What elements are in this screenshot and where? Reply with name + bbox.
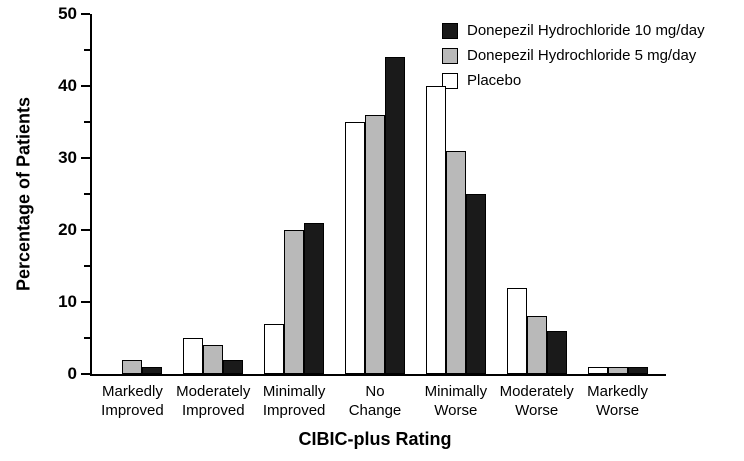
legend: Donepezil Hydrochloride 10 mg/day Donepez… <box>442 22 705 97</box>
y-tick-label: 40 <box>58 76 77 95</box>
y-axis-title: Percentage of Patients <box>13 96 34 292</box>
y-tick-label: 0 <box>67 364 77 383</box>
bar-placebo <box>183 338 204 374</box>
x-category-label: Minimally Worse <box>424 383 488 419</box>
bar-donepezil-hydrochloride-10-mg-day <box>142 366 163 374</box>
y-major-tick <box>81 373 90 375</box>
x-category-label: Minimally Improved <box>262 383 326 419</box>
bar-placebo <box>587 366 608 374</box>
bar-donepezil-hydrochloride-10-mg-day <box>546 330 567 374</box>
bar-donepezil-hydrochloride-10-mg-day <box>465 194 486 374</box>
legend-item: Donepezil Hydrochloride 10 mg/day <box>442 22 705 39</box>
x-category-label: Moderately Improved <box>176 383 251 419</box>
x-axis-line <box>90 374 666 376</box>
x-axis-title: CIBIC-plus Rating <box>298 429 452 449</box>
bar-donepezil-hydrochloride-10-mg-day <box>627 366 648 374</box>
legend-label: Placebo <box>467 72 522 89</box>
bar-donepezil-hydrochloride-10-mg-day <box>304 222 325 374</box>
bar-donepezil-hydrochloride-5-mg-day <box>526 316 547 374</box>
bar-donepezil-hydrochloride-5-mg-day <box>203 345 224 374</box>
y-minor-tick <box>84 265 90 267</box>
bar-placebo <box>506 287 527 374</box>
y-axis-line <box>90 14 92 376</box>
y-major-tick <box>81 85 90 87</box>
bar-donepezil-hydrochloride-10-mg-day <box>385 57 405 374</box>
y-tick-label: 30 <box>58 148 77 167</box>
y-minor-tick <box>84 49 90 51</box>
y-minor-tick <box>84 193 90 195</box>
y-tick-label: 10 <box>58 292 77 311</box>
y-minor-tick <box>84 337 90 339</box>
bar-donepezil-hydrochloride-5-mg-day <box>122 359 143 374</box>
x-category-label: No Change <box>348 383 402 419</box>
bar-placebo <box>425 86 446 374</box>
y-major-tick <box>81 157 90 159</box>
legend-item: Donepezil Hydrochloride 5 mg/day <box>442 47 705 64</box>
y-tick-label: 50 <box>58 4 77 23</box>
legend-swatch-icon <box>442 47 458 64</box>
x-category-label: Markedly Worse <box>587 383 648 419</box>
bar-placebo <box>264 323 285 374</box>
bar-placebo <box>345 122 365 374</box>
legend-swatch-icon <box>442 72 458 89</box>
x-category-label: Markedly Improved <box>101 383 164 419</box>
y-minor-tick <box>84 121 90 123</box>
y-major-tick <box>81 301 90 303</box>
y-tick-label: 20 <box>58 220 77 239</box>
bar-donepezil-hydrochloride-5-mg-day <box>284 230 305 374</box>
bar-donepezil-hydrochloride-10-mg-day <box>223 359 244 374</box>
bar-donepezil-hydrochloride-5-mg-day <box>445 150 466 374</box>
bar-donepezil-hydrochloride-5-mg-day <box>365 114 385 374</box>
bar-donepezil-hydrochloride-5-mg-day <box>607 366 628 374</box>
y-major-tick <box>81 229 90 231</box>
legend-label: Donepezil Hydrochloride 10 mg/day <box>467 22 705 39</box>
legend-label: Donepezil Hydrochloride 5 mg/day <box>467 47 697 64</box>
legend-swatch-icon <box>442 22 458 39</box>
y-major-tick <box>81 13 90 15</box>
legend-item: Placebo <box>442 72 705 89</box>
x-category-label: Moderately Worse <box>499 383 574 419</box>
